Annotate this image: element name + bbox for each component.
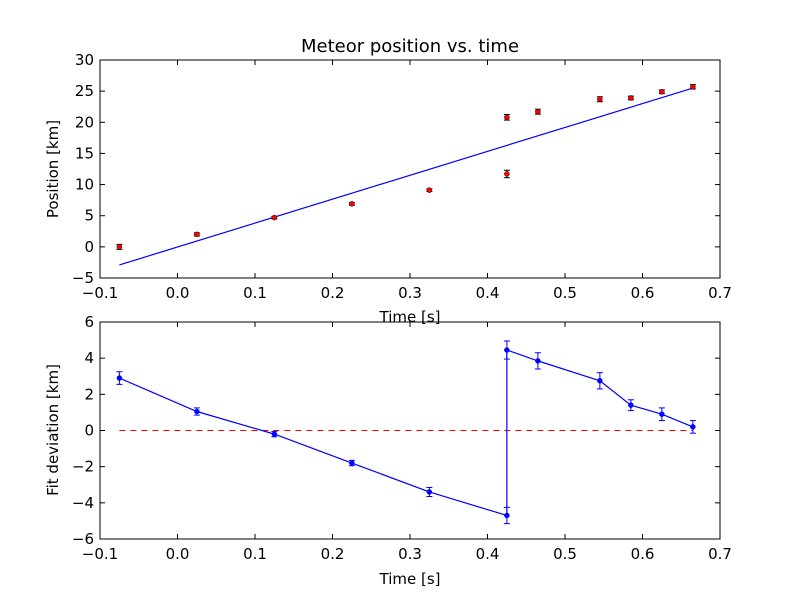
- top-xtick-label: 0.3: [398, 284, 422, 302]
- data-point: [504, 114, 510, 121]
- top-ytick-label: 30: [75, 51, 94, 69]
- top-xtick-label: 0.2: [321, 284, 345, 302]
- deviation-point: [690, 424, 696, 430]
- data-point: [504, 171, 510, 177]
- deviation-point: [194, 408, 200, 415]
- top-chart-ylabel: Position [km]: [44, 120, 62, 218]
- top-xtick-label: −0.1: [82, 284, 118, 302]
- bottom-xtick-label: 0.7: [708, 545, 732, 563]
- deviation-line: [119, 349, 694, 517]
- top-xtick-label: 0.0: [166, 284, 190, 302]
- bottom-plot: −0.1 0.0 0.1 0.2 0.3 0.4 0.5 0.6 0.7 −6 −4 −2 0 2 4 6: [72, 313, 732, 563]
- top-ytick-label: 5: [84, 207, 94, 225]
- deviation-point: [628, 402, 634, 408]
- data-point: [690, 84, 696, 90]
- top-ytick-label: 10: [75, 176, 94, 194]
- top-ytick-label: 20: [75, 113, 94, 131]
- bottom-xtick-label: 0.3: [398, 545, 422, 563]
- bottom-ytick-label: −2: [72, 458, 94, 476]
- top-axes-frame: [99, 59, 721, 279]
- top-xtick-label: 0.5: [553, 284, 577, 302]
- top-plot: −0.1 0.0 0.1 0.2 0.3 0.4 0.5 0.6 0.7 −5 0 5 10 15 20 25…: [72, 51, 732, 302]
- data-point: [426, 187, 433, 193]
- bottom-xtick-label: 0.1: [243, 545, 267, 563]
- top-ytick-label: 0: [84, 238, 94, 256]
- bottom-xtick-label: −0.1: [82, 545, 118, 563]
- bottom-xtick-label: 0.6: [631, 545, 655, 563]
- deviation-point: [504, 512, 510, 519]
- deviation-point: [535, 358, 541, 364]
- top-xtick-label: 0.4: [476, 284, 500, 302]
- data-point: [535, 108, 541, 115]
- bottom-ytick-label: 4: [84, 349, 94, 367]
- bottom-xtick-label: 0.2: [321, 545, 345, 563]
- deviation-point: [659, 411, 665, 417]
- bottom-xtick-label: 0.4: [476, 545, 500, 563]
- deviation-point: [504, 347, 510, 353]
- top-ytick-label: −5: [72, 269, 94, 287]
- top-xtick-label: 0.6: [631, 284, 655, 302]
- bottom-ytick-label: 0: [84, 422, 94, 440]
- data-point: [597, 96, 603, 102]
- bottom-xtick-label: 0.5: [553, 545, 577, 563]
- data-point: [271, 214, 278, 221]
- bottom-ytick-label: −6: [72, 530, 94, 548]
- fit-line: [119, 87, 694, 266]
- top-ytick-label: 15: [75, 144, 94, 162]
- deviation-point: [116, 375, 123, 381]
- bottom-chart-ylabel: Fit deviation [km]: [44, 364, 62, 496]
- data-point: [194, 231, 200, 238]
- bottom-ytick-label: 2: [84, 385, 94, 403]
- deviation-point: [349, 460, 355, 466]
- bottom-chart-xlabel: Time [s]: [379, 570, 441, 588]
- data-point: [116, 244, 123, 250]
- deviation-point: [597, 378, 603, 384]
- bottom-ytick-label: −4: [72, 494, 94, 512]
- top-ytick-label: 25: [75, 82, 94, 100]
- data-point: [659, 89, 665, 95]
- top-chart-title: Meteor position vs. time: [301, 36, 519, 57]
- top-xtick-label: 0.1: [243, 284, 267, 302]
- deviation-point: [271, 431, 278, 437]
- top-xtick-label: 0.7: [708, 284, 732, 302]
- deviation-point: [426, 489, 433, 495]
- bottom-ytick-label: 6: [84, 313, 94, 331]
- data-point: [349, 201, 355, 207]
- bottom-xtick-label: 0.0: [166, 545, 190, 563]
- data-point: [628, 95, 634, 101]
